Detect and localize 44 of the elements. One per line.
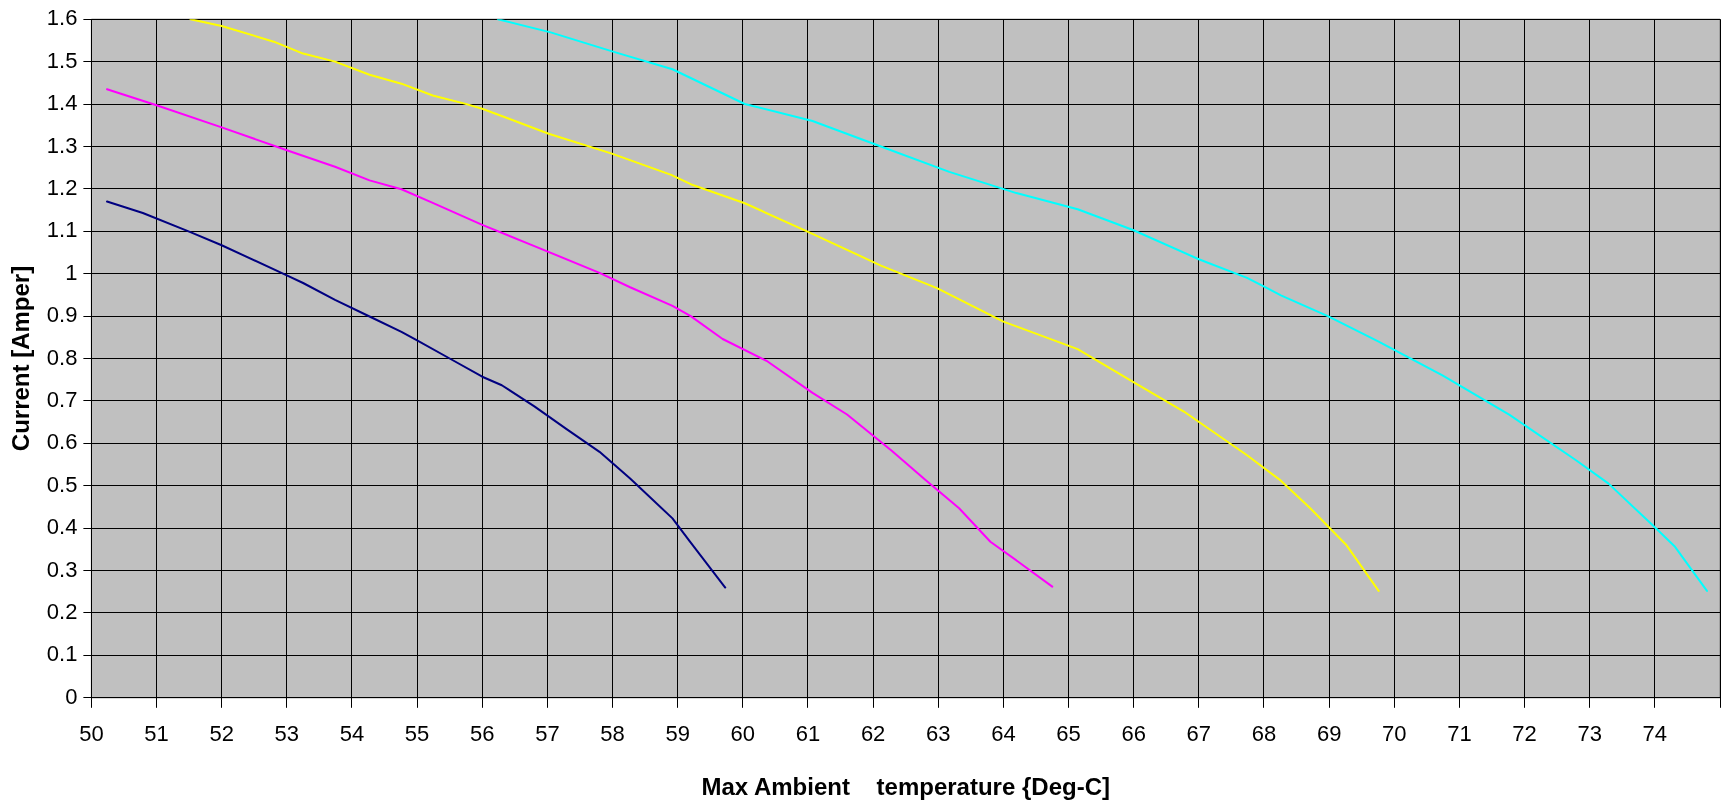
y-tick-label: 1 <box>65 259 78 285</box>
x-tick-label: 68 <box>1251 721 1277 747</box>
x-tick-label: 63 <box>926 721 951 747</box>
x-tick-label: 74 <box>1642 721 1668 747</box>
x-tick-label: 53 <box>274 721 300 747</box>
y-tick-label: 0 <box>65 683 78 709</box>
x-tick-label: 61 <box>795 721 821 747</box>
x-tick-label: 57 <box>535 721 560 747</box>
y-tick-label: 0.6 <box>46 429 78 455</box>
y-tick-label: 0.3 <box>46 556 78 582</box>
x-tick-label: 62 <box>860 721 886 747</box>
x-tick-label: 52 <box>209 721 234 747</box>
y-tick-label: 0.8 <box>46 344 78 370</box>
x-tick-label: 54 <box>339 721 365 747</box>
y-tick-label: 1.2 <box>46 174 78 200</box>
y-tick-label: 0.4 <box>46 514 78 540</box>
y-tick-label: 1.6 <box>46 5 78 31</box>
x-tick-label: 71 <box>1447 721 1472 747</box>
x-axis-title: Max Ambient temperature {Deg-C] <box>701 773 1110 801</box>
x-tick-label: 73 <box>1577 721 1602 747</box>
y-tick-label: 0.9 <box>46 302 78 328</box>
x-tick-label: 70 <box>1382 721 1407 747</box>
y-tick-label: 1.1 <box>46 217 78 243</box>
x-tick-label: 64 <box>991 721 1016 747</box>
x-tick-label: 69 <box>1316 721 1342 747</box>
x-tick-label: 66 <box>1121 721 1146 747</box>
x-tick-label: 58 <box>600 721 625 747</box>
x-tick-label: 50 <box>79 721 104 747</box>
y-tick-label: 0.7 <box>46 386 78 412</box>
x-tick-label: 51 <box>144 721 169 747</box>
x-tick-label: 56 <box>470 721 495 747</box>
y-tick-label: 1.5 <box>46 47 78 73</box>
x-tick-label: 72 <box>1512 721 1537 747</box>
y-tick-label: 0.5 <box>46 471 78 497</box>
y-tick-label: 0.1 <box>46 641 78 667</box>
y-tick-label: 0.2 <box>46 599 78 625</box>
y-tick-label: 1.4 <box>46 90 78 116</box>
x-tick-label: 55 <box>404 721 430 747</box>
x-tick-label: 60 <box>730 721 756 747</box>
x-tick-label: 65 <box>1056 721 1081 747</box>
x-tick-label: 59 <box>665 721 690 747</box>
y-tick-label: 1.3 <box>46 132 78 158</box>
x-tick-label: 67 <box>1186 721 1212 747</box>
y-axis-title: Current [Amper] <box>7 265 35 452</box>
